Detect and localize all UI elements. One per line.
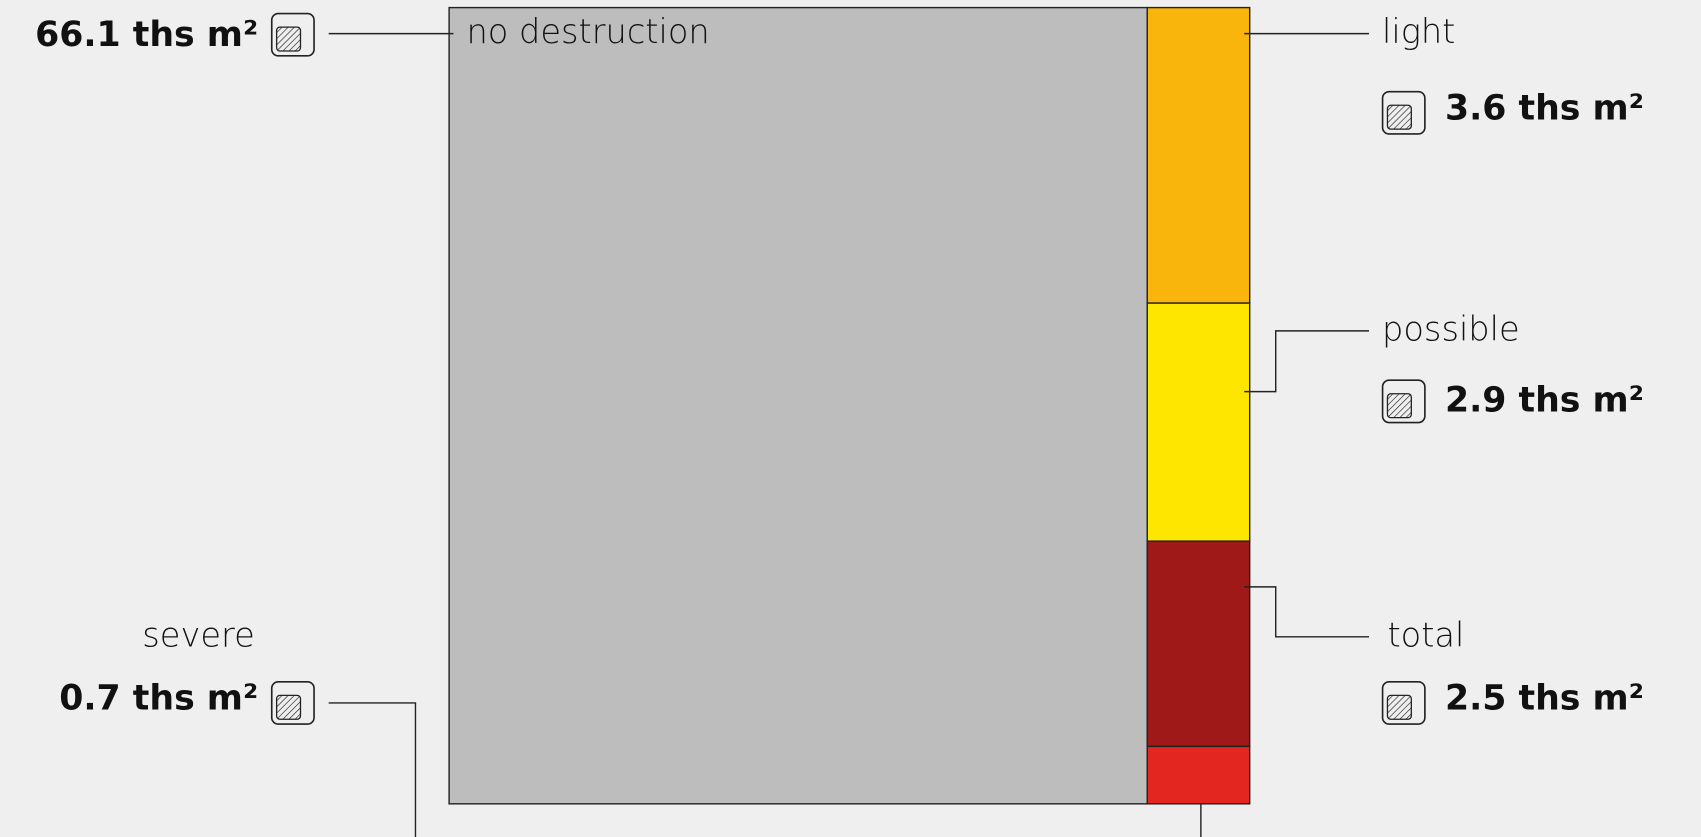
value-label: 2.5 ths m²: [1445, 679, 1644, 719]
plot-area: no destruction 66.1 ths m² light 3.6 ths m²…: [35, 6, 1644, 837]
area-icon: [270, 12, 315, 57]
leader-line: [1244, 330, 1370, 393]
leader-line: [1244, 586, 1370, 638]
area-icon: [1381, 680, 1426, 725]
category-label: total: [1387, 615, 1464, 654]
value-label: 3.6 ths m²: [1445, 89, 1644, 129]
value-label: 0.7 ths m²: [59, 679, 258, 719]
treemap-cell: [448, 6, 1148, 805]
value-label: 66.1 ths m²: [35, 15, 258, 55]
category-label: light: [1382, 12, 1455, 51]
treemap-cell: [1146, 6, 1251, 304]
category-label: severe: [142, 615, 255, 654]
area-icon: [1381, 379, 1426, 424]
treemap-cell: [1146, 302, 1251, 542]
category-label: no destruction: [466, 12, 709, 51]
area-icon: [1381, 90, 1426, 135]
category-label: possible: [1382, 309, 1520, 348]
leader-line: [328, 702, 417, 837]
treemap-cell: [1146, 540, 1251, 748]
value-label: 2.9 ths m²: [1445, 380, 1644, 420]
area-icon: [270, 680, 315, 725]
treemap-cell: [1146, 745, 1251, 805]
